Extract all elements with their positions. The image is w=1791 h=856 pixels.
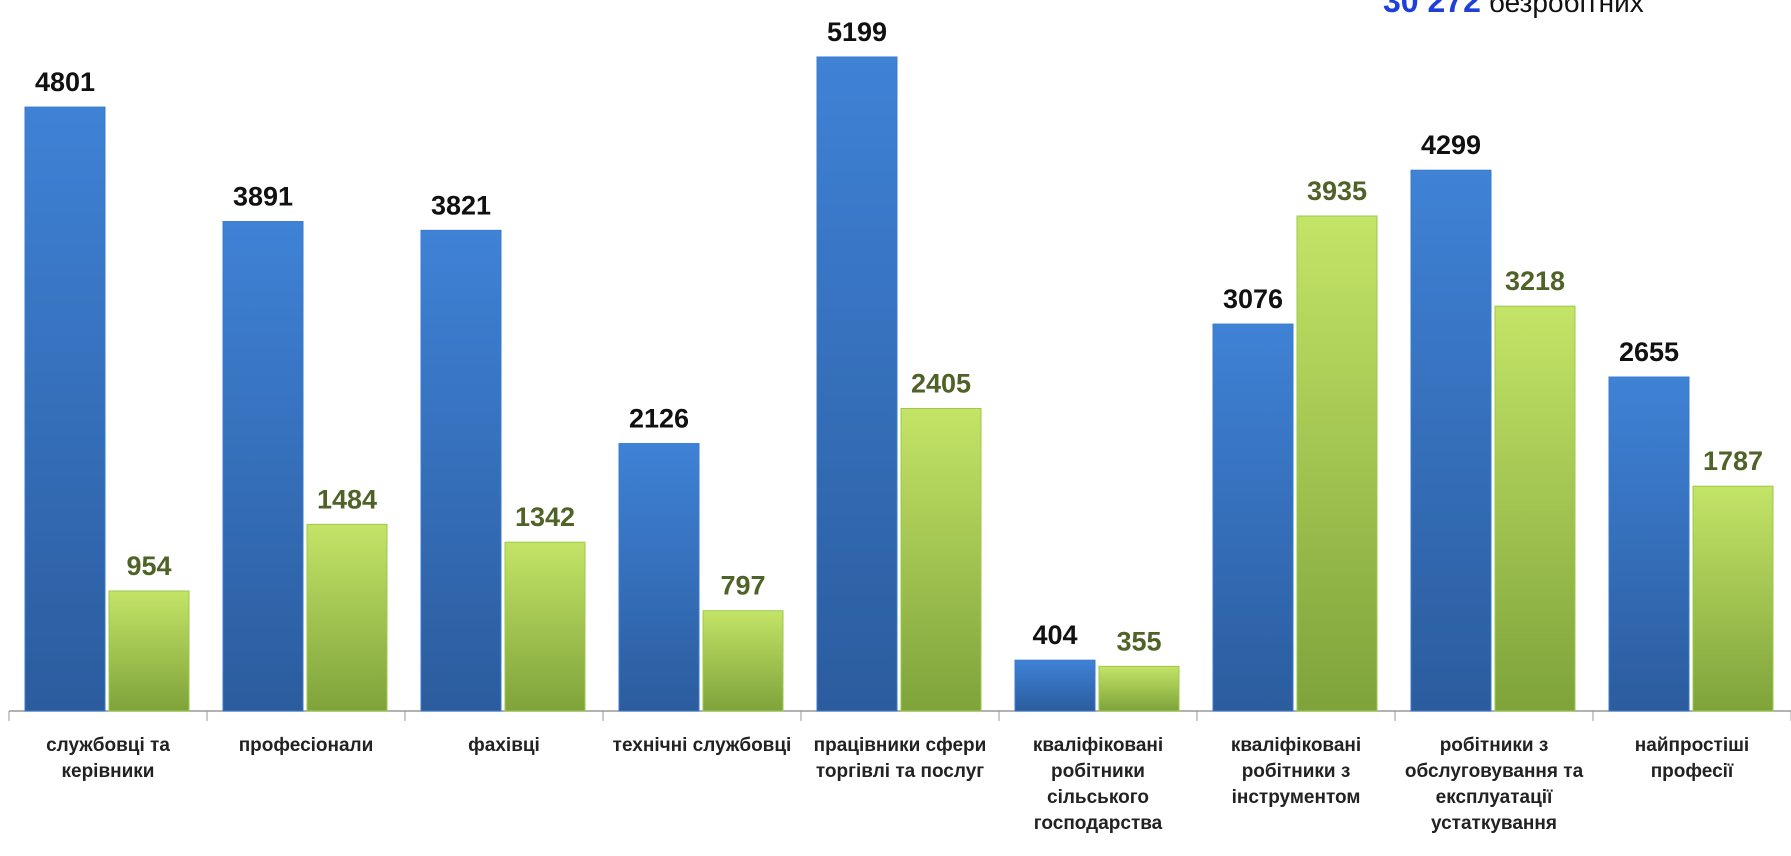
value-label: 1484 — [317, 484, 377, 514]
bar — [1212, 323, 1294, 712]
value-label: 954 — [126, 551, 171, 581]
x-tick-label: найпростіші професії — [1634, 735, 1750, 782]
total-text: безробітних — [1489, 0, 1644, 18]
value-label: 3076 — [1223, 284, 1283, 314]
bar — [504, 541, 586, 712]
value-label: 355 — [1116, 626, 1161, 656]
x-tick-label: професіонали — [238, 735, 374, 756]
value-label: 1787 — [1703, 446, 1763, 476]
bar — [1494, 305, 1576, 712]
value-label: 5199 — [827, 17, 887, 47]
value-label: 2405 — [911, 368, 971, 398]
bar — [816, 56, 898, 712]
x-tick-label: службовці та керівники — [46, 735, 170, 782]
bar — [1014, 659, 1096, 712]
value-label: 3935 — [1307, 176, 1367, 206]
bar — [900, 407, 982, 712]
annotation: 30 272 безробітних — [1383, 0, 1644, 19]
bar — [618, 443, 700, 712]
total-value: 30 272 — [1383, 0, 1481, 19]
x-tick-label: працівники сфери торгівлі та послуг — [813, 735, 987, 782]
value-label: 3891 — [233, 182, 293, 212]
x-tick-label: технічні службовці — [612, 735, 792, 756]
value-label: 3821 — [431, 190, 491, 220]
value-label: 4801 — [35, 67, 95, 97]
value-label: 2126 — [629, 404, 689, 434]
x-tick-label: кваліфіковані робітники сільського госпо… — [1032, 735, 1164, 834]
bar — [222, 221, 304, 712]
bar — [1098, 665, 1180, 712]
bar — [306, 523, 388, 712]
bar — [1608, 376, 1690, 712]
bar — [1410, 169, 1492, 712]
x-tick-label: фахівці — [468, 735, 540, 756]
bar — [420, 229, 502, 712]
bar — [1692, 485, 1774, 712]
x-tick-label: кваліфіковані робітники з інструментом — [1230, 735, 1362, 808]
x-tick-label: робітники з обслуговування та експлуатац… — [1404, 735, 1584, 834]
value-label: 404 — [1032, 620, 1077, 650]
bar — [108, 590, 190, 712]
value-label: 4299 — [1421, 130, 1481, 160]
value-label: 3218 — [1505, 266, 1565, 296]
value-label: 2655 — [1619, 337, 1679, 367]
value-label: 797 — [720, 571, 765, 601]
bar — [702, 610, 784, 712]
bar — [1296, 215, 1378, 712]
value-label: 1342 — [515, 502, 575, 532]
bar — [24, 106, 106, 712]
